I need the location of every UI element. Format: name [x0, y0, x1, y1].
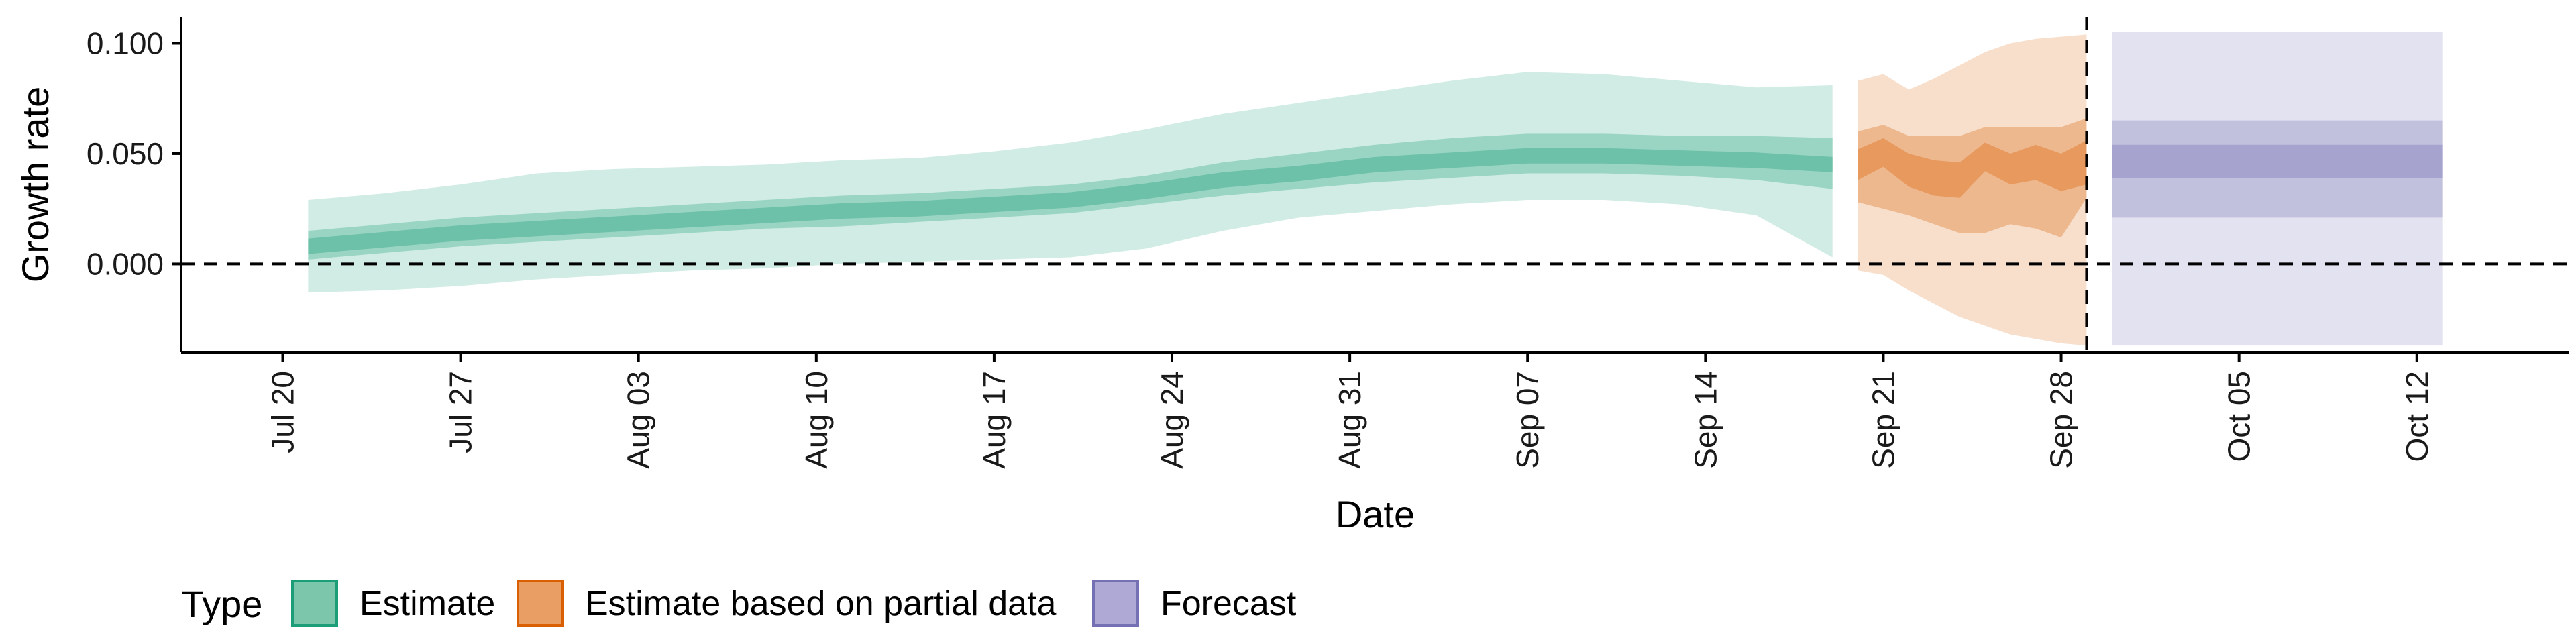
x-axis-ticks: Jul 20 Jul 27 Aug 03 Aug 10 Aug 17 Aug 24 Aug … — [265, 352, 2434, 469]
y-tick-label: 0.000 — [87, 246, 164, 281]
x-tick-label: Aug 24 — [1155, 371, 1189, 469]
x-tick-label: Aug 03 — [621, 371, 656, 469]
estimate-legend-label: Estimate — [360, 584, 495, 623]
forecast-legend-label: Forecast — [1161, 584, 1297, 623]
axes: 0.000 0.050 0.100 Jul 20 Jul 27 Aug 03 Aug 10… — [87, 17, 2569, 469]
forecast-legend-swatch — [1092, 580, 1139, 627]
forecast-band-inner — [2112, 144, 2443, 178]
x-tick-label: Oct 05 — [2222, 371, 2257, 462]
x-axis-title: Date — [1336, 493, 1415, 535]
estimate-band-outer — [308, 72, 1833, 293]
estimate-band-center — [308, 148, 1833, 254]
estimate-band-inner — [308, 133, 1833, 260]
estimate-based-on-partial-data-band-middle — [1858, 118, 2087, 237]
estimate-based-on-partial-data-band-outer — [1858, 34, 2087, 346]
estimate-based-on-partial-data-legend-label: Estimate based on partial data — [585, 584, 1057, 623]
x-tick-label: Sep 28 — [2044, 371, 2079, 469]
x-tick-label: Sep 07 — [1510, 371, 1545, 469]
legend-title: Type — [181, 583, 262, 625]
legend: Type Estimate Estimate based on partial d… — [181, 580, 1297, 627]
x-tick-label: Aug 31 — [1332, 371, 1367, 469]
estimate-based-on-partial-data-band-inner — [1858, 138, 2087, 198]
estimate-legend-swatch — [291, 580, 338, 627]
y-tick-label: 0.050 — [87, 136, 164, 171]
y-axis-title: Growth rate — [14, 87, 56, 283]
x-tick-label: Jul 20 — [265, 371, 300, 453]
x-tick-label: Aug 17 — [977, 371, 1012, 469]
x-tick-label: Aug 10 — [799, 371, 834, 469]
forecast-band-outer — [2112, 32, 2443, 346]
estimate-based-on-partial-data-legend-swatch — [517, 580, 564, 627]
y-tick-label: 0.100 — [87, 25, 164, 60]
forecast-band-middle — [2112, 120, 2443, 218]
x-tick-label: Oct 12 — [2400, 371, 2434, 462]
x-tick-label: Jul 27 — [443, 371, 478, 453]
y-axis-ticks: 0.000 0.050 0.100 — [87, 25, 181, 281]
x-tick-label: Sep 14 — [1688, 371, 1723, 469]
plot-bands — [308, 32, 2443, 346]
x-tick-label: Sep 21 — [1866, 371, 1900, 469]
